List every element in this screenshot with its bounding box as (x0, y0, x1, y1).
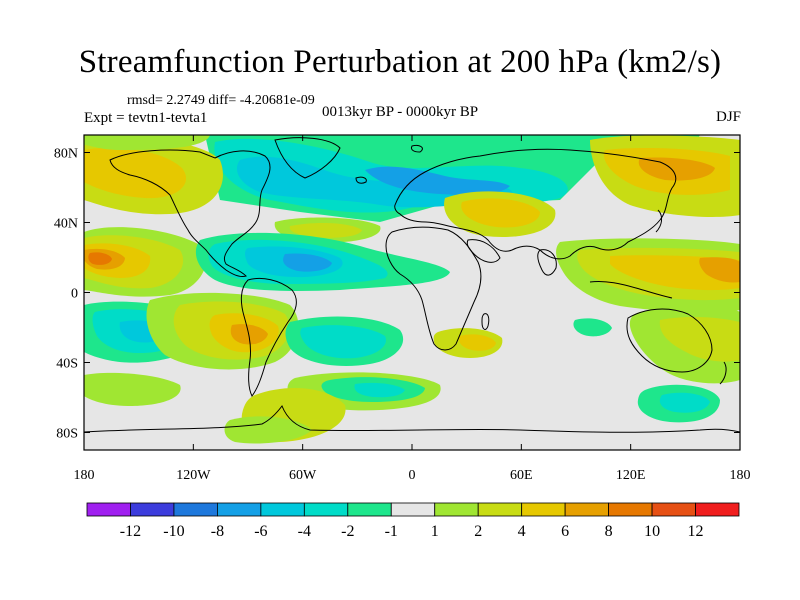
lon-tick-label: 60W (289, 468, 317, 483)
contour-northwest-orange (84, 147, 187, 199)
contour-pacific-north-core (638, 157, 715, 181)
colorbar-label: -8 (211, 523, 224, 540)
lon-tick-label: 120W (176, 468, 211, 483)
coast-new-zealand (719, 361, 727, 385)
coast-africa (385, 226, 482, 351)
contour-north-canada-blue (236, 156, 513, 208)
colorbar-swatch (130, 502, 175, 517)
colorbar-swatch (434, 502, 479, 517)
lon-tick-label: 180 (730, 468, 751, 483)
lon-tick-label: 180 (74, 468, 95, 483)
contour-west-south-pacific-green (84, 372, 181, 406)
coast-indonesia (589, 281, 673, 299)
lat-tick-label: 80S (56, 427, 78, 442)
colorbar: -12 -10 -8 -6 -4 -2 -1 1 2 4 6 8 10 12 (86, 502, 740, 540)
contour-siberia-blue (365, 166, 510, 196)
contour-gulf-deep-blue (283, 253, 332, 272)
contour-south-america-core (230, 324, 268, 345)
rmsd-stats: rmsd= 2.2749 diff= -4.20681e-09 (127, 93, 315, 108)
coast-north-america (109, 149, 271, 277)
contour-south-atlantic-blue (300, 325, 387, 359)
colorbar-swatch (651, 502, 696, 517)
coastlines (84, 137, 740, 433)
coast-japan (655, 209, 663, 233)
contour-indopacific-core (699, 257, 740, 283)
contour-south-africa-orange (459, 334, 496, 351)
period-label: 0013kyr BP - 0000kyr BP (322, 104, 479, 120)
colorbar-swatch (695, 502, 740, 517)
coast-madagascar (481, 313, 490, 330)
colorbar-swatch (608, 502, 653, 517)
colorbar-label: -6 (254, 523, 267, 540)
colorbar-swatch (216, 502, 262, 517)
coast-australia (626, 308, 713, 373)
contour-field (84, 135, 740, 450)
colorbar-label: 2 (474, 523, 482, 540)
longitude-axis: 180 120W 60W 0 60E 120E 180 (74, 135, 751, 483)
colorbar-swatch (390, 502, 436, 517)
contour-antarctic-peninsula-green (224, 416, 312, 444)
lat-tick-label: 80N (54, 147, 78, 162)
season-label: DJF (715, 109, 741, 125)
experiment-label: Expt = tevtn1-tevta1 (84, 110, 208, 126)
contour-east-pacific-peak (88, 252, 112, 265)
colorbar-swatch (86, 502, 131, 517)
colorbar-swatch (477, 502, 523, 517)
lon-tick-label: 120E (616, 468, 646, 483)
colorbar-label: 1 (431, 523, 439, 540)
coast-iceland (355, 176, 367, 184)
colorbar-label: -10 (163, 523, 184, 540)
lat-tick-label: 40N (54, 217, 78, 232)
contour-southeast-pacific-blue (659, 392, 710, 413)
colorbar-label: -12 (120, 523, 141, 540)
colorbar-label: 6 (561, 523, 569, 540)
coast-svalbard (411, 145, 423, 153)
colorbar-swatch (347, 502, 392, 517)
colorbar-label: 4 (518, 523, 526, 540)
lat-tick-label: 40S (56, 357, 78, 372)
chart-title: Streamfunction Perturbation at 200 hPa (… (78, 44, 722, 80)
colorbar-swatch (303, 502, 349, 517)
contour-south-pacific-east-cyan (573, 318, 612, 337)
lon-tick-label: 60E (510, 468, 533, 483)
contour-north-atlantic-band-yellow (289, 222, 362, 238)
coast-south-america (240, 277, 297, 397)
lat-tick-label: 0 (71, 287, 78, 302)
colorbar-label: -1 (385, 523, 398, 540)
coast-antarctica (84, 404, 740, 433)
contour-arctic-green-west (84, 135, 210, 150)
colorbar-swatch (260, 502, 305, 517)
colorbar-swatch (173, 502, 218, 517)
coast-greenland (274, 137, 341, 179)
colorbar-label: -4 (298, 523, 311, 540)
coast-eurasia (394, 148, 677, 260)
coast-arabia (466, 239, 501, 263)
colorbar-swatch (564, 502, 610, 517)
coast-india (537, 249, 557, 276)
colorbar-label: -2 (341, 523, 354, 540)
lon-tick-label: 0 (409, 468, 416, 483)
contour-australia-yellow (659, 316, 740, 362)
colorbar-label: 12 (688, 523, 704, 540)
colorbar-label: 10 (644, 523, 660, 540)
contour-southern-ocean-blue (354, 382, 405, 398)
latitude-axis: 80N 40N 0 40S 80S (54, 147, 740, 442)
contour-central-asia-orange (461, 198, 540, 228)
colorbar-swatch (521, 502, 566, 517)
colorbar-label: 8 (605, 523, 613, 540)
